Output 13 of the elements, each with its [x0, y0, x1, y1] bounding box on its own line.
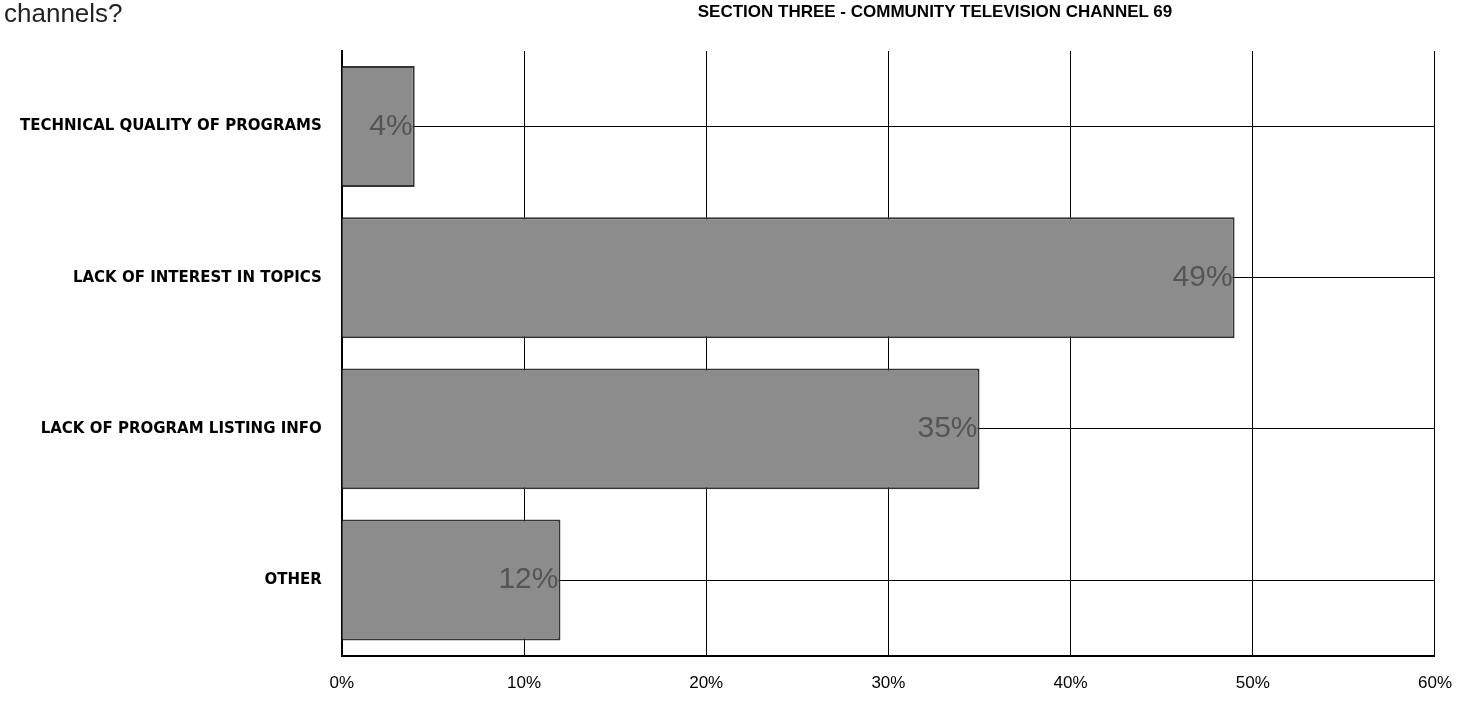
x-tick-label: 50% [1235, 673, 1270, 693]
y-tick-label: OTHER [264, 569, 323, 588]
y-tick-label: LACK OF INTEREST IN TOPICS [72, 267, 322, 286]
x-tick-label: 10% [507, 673, 542, 693]
chart-title: SECTION THREE - COMMUNITY TELEVISION CHANNEL 69 [696, 2, 1174, 22]
x-tick-label: 0% [329, 673, 355, 693]
y-tick-label: LACK OF PROGRAM LISTING INFO [40, 418, 322, 437]
text: channels? [4, 0, 123, 28]
x-tick-label: 60% [1417, 673, 1452, 693]
y-tick-label: TECHNICAL QUALITY OF PROGRAMS [20, 116, 322, 135]
x-tick-label: 30% [871, 673, 906, 693]
x-tick-label: 20% [689, 673, 724, 693]
x-tick-label: 40% [1053, 673, 1088, 693]
